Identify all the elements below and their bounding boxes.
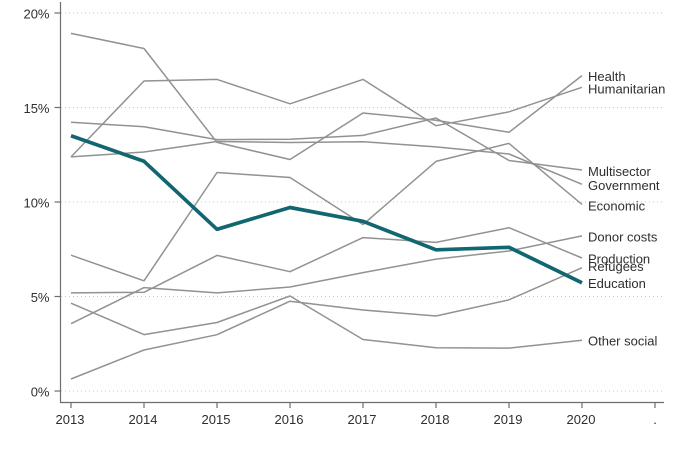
svg-text:2015: 2015 [202, 412, 231, 427]
svg-text:10%: 10% [23, 196, 49, 211]
svg-text:2018: 2018 [421, 412, 450, 427]
svg-text:Health: Health [588, 69, 626, 84]
svg-text:Donor costs: Donor costs [588, 230, 658, 245]
svg-text:Refugees: Refugees [588, 259, 644, 274]
svg-text:Government: Government [588, 178, 660, 193]
svg-text:0%: 0% [31, 385, 50, 400]
svg-text:5%: 5% [31, 290, 50, 305]
svg-text:Economic: Economic [588, 198, 646, 213]
svg-text:2016: 2016 [275, 412, 304, 427]
svg-text:15%: 15% [23, 101, 49, 116]
svg-text:2014: 2014 [129, 412, 158, 427]
svg-text:Education: Education [588, 276, 646, 291]
svg-text:20%: 20% [23, 7, 49, 22]
svg-text:2020: 2020 [567, 412, 596, 427]
svg-text:2013: 2013 [56, 412, 85, 427]
svg-text:2019: 2019 [494, 412, 523, 427]
svg-text:.: . [653, 412, 657, 427]
svg-text:Humanitarian: Humanitarian [588, 81, 665, 96]
svg-text:Other social: Other social [588, 334, 657, 349]
svg-text:Multisector: Multisector [588, 164, 652, 179]
svg-text:2017: 2017 [348, 412, 377, 427]
svg-text:Production: Production [588, 251, 650, 266]
